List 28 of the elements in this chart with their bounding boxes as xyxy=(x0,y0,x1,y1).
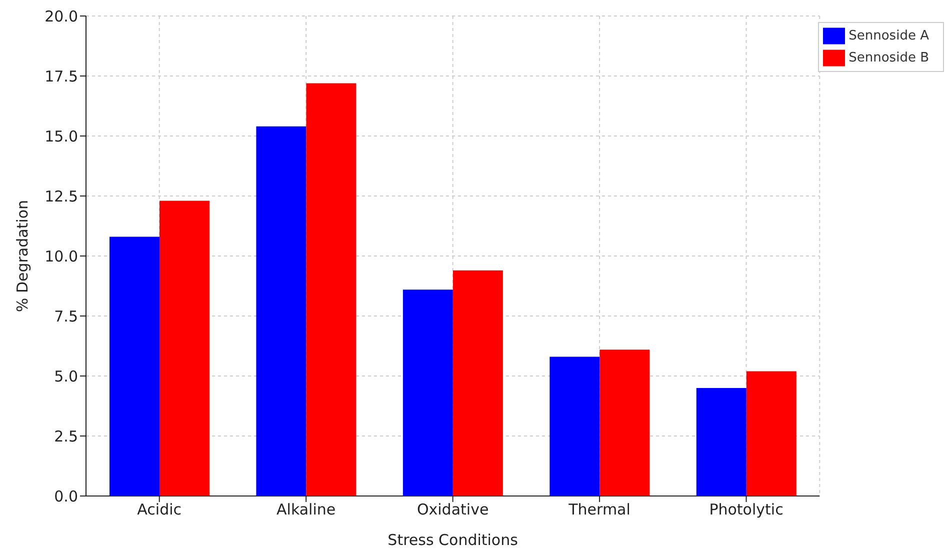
legend-label: Sennoside A xyxy=(848,28,929,44)
y-tick-label: 5.0 xyxy=(54,367,78,386)
x-tick-label: Alkaline xyxy=(276,500,336,519)
bar xyxy=(746,371,796,496)
bar xyxy=(402,290,453,496)
bar xyxy=(550,356,600,496)
x-tick-label: Acidic xyxy=(137,500,182,519)
y-tick-label: 7.5 xyxy=(54,307,78,326)
x-tick-label: Thermal xyxy=(568,500,630,519)
y-tick-label: 15.0 xyxy=(44,127,78,146)
legend-label: Sennoside B xyxy=(848,50,929,66)
y-tick-label: 10.0 xyxy=(44,247,78,266)
y-axis-title: % Degradation xyxy=(13,200,32,312)
y-tick-label: 0.0 xyxy=(54,487,78,506)
bar xyxy=(306,83,356,496)
bar xyxy=(109,236,160,496)
bar xyxy=(256,126,306,496)
bar xyxy=(159,200,210,496)
y-tick-label: 17.5 xyxy=(44,67,78,86)
bar xyxy=(452,270,503,496)
x-tick-label: Photolytic xyxy=(709,500,784,519)
y-tick-label: 12.5 xyxy=(44,187,78,206)
bar xyxy=(696,388,746,496)
x-axis-title: Stress Conditions xyxy=(388,531,518,549)
y-tick-label: 20.0 xyxy=(44,7,78,26)
x-tick-label: Oxidative xyxy=(416,500,489,519)
y-tick-label: 2.5 xyxy=(54,427,78,446)
bar xyxy=(600,350,650,496)
